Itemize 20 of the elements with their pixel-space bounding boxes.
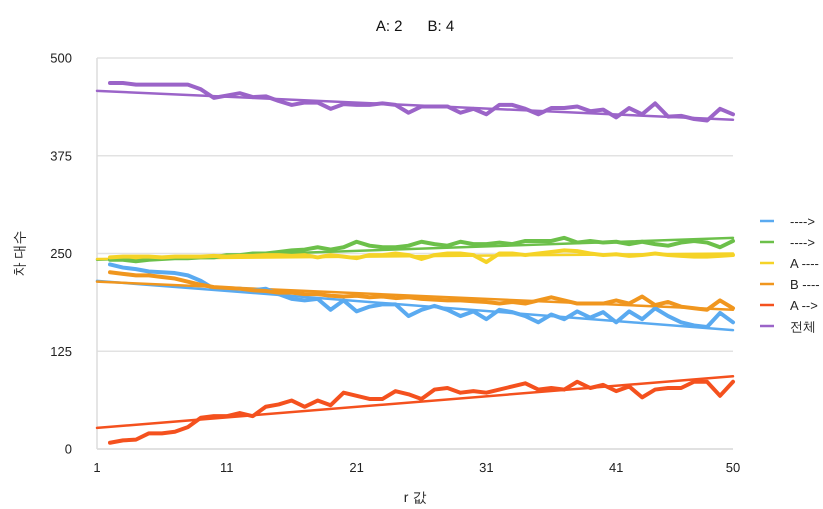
y-tick-label: 250	[50, 246, 72, 261]
x-tick-label: 31	[479, 460, 494, 475]
chart-title: A: 2 B: 4	[376, 18, 454, 35]
y-tick-label: 500	[50, 50, 72, 66]
x-tick-label: 41	[608, 460, 624, 475]
legend-label: A -->	[790, 298, 818, 313]
legend-label: ---->	[790, 235, 815, 250]
legend-label: A ----	[790, 256, 819, 271]
x-tick-label: 1	[93, 460, 101, 475]
y-tick-label: 125	[50, 344, 72, 359]
y-axis-title: 차 대수	[11, 230, 27, 276]
legend-label: B ----	[790, 277, 820, 292]
y-tick-label: 0	[64, 442, 72, 456]
legend-label: ---->	[790, 214, 815, 229]
x-axis-title: r 값	[404, 489, 426, 505]
x-tick-label: 11	[220, 460, 234, 475]
y-tick-label: 375	[50, 148, 72, 164]
legend-label: 전체	[790, 319, 816, 334]
x-tick-label: 21	[349, 460, 364, 475]
x-tick-label: 50	[726, 460, 740, 475]
